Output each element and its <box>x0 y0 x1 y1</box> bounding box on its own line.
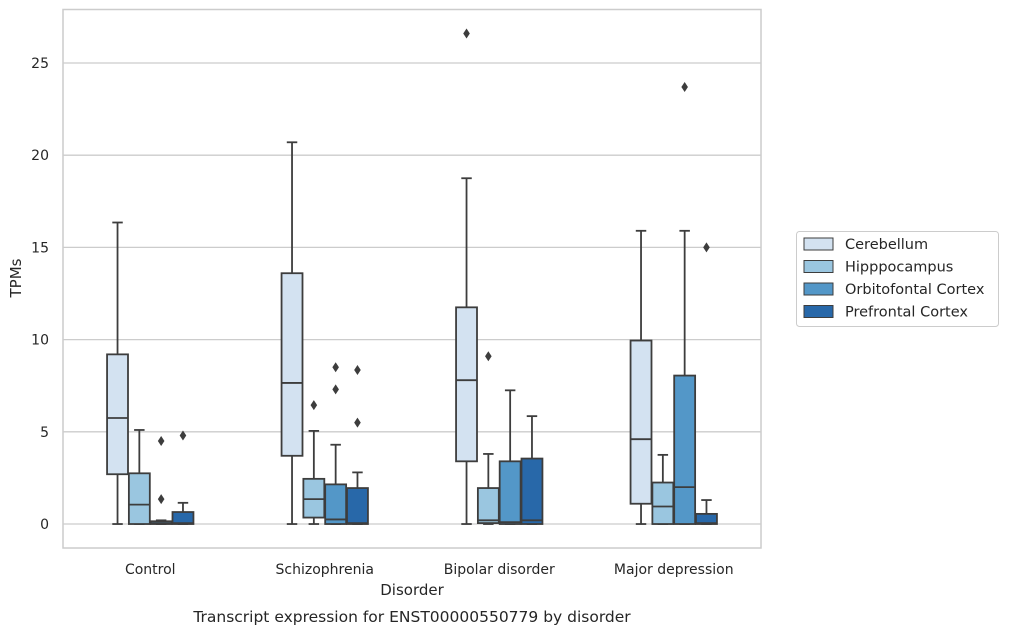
legend-label: Prefrontal Cortex <box>845 305 968 321</box>
outlier-point <box>485 351 492 362</box>
x-axis-label: Disorder <box>380 581 444 599</box>
legend-label: Orbitofontal Cortex <box>845 282 985 298</box>
box <box>324 483 348 525</box>
box <box>280 272 304 457</box>
x-tick-label: Schizophrenia <box>276 562 374 578</box>
y-tick-label: 0 <box>40 517 49 533</box>
outlier-point <box>354 417 361 428</box>
box <box>346 487 369 525</box>
legend-label: Hipppocampus <box>845 260 953 276</box>
legend: Cerebellum Hipppocampus Orbitofontal Corte… <box>796 231 999 327</box>
box <box>106 353 129 476</box>
box-series <box>106 28 718 525</box>
outlier-point <box>354 365 361 376</box>
outlier-point <box>332 384 339 395</box>
box <box>673 374 697 525</box>
y-tick-label: 5 <box>40 425 49 441</box>
outlier-point <box>179 430 187 441</box>
outlier-point <box>463 28 470 39</box>
box <box>651 481 675 525</box>
y-tick-label: 20 <box>31 148 49 164</box>
box <box>498 460 522 525</box>
outlier-point <box>157 494 165 505</box>
outlier-point <box>703 242 710 253</box>
plot-frame <box>62 8 762 549</box>
x-tick-label: Major depression <box>614 562 734 578</box>
y-tick-labels: 0 5 10 15 20 25 <box>31 56 49 533</box>
box <box>695 512 718 525</box>
box <box>629 339 653 505</box>
outlier-point <box>332 362 339 373</box>
box <box>476 487 500 525</box>
box <box>302 477 326 519</box>
legend-swatch <box>803 260 834 273</box>
legend-frame <box>796 231 999 327</box>
x-tick-labels: Control Schizophrenia Bipolar disorder Majo… <box>125 562 734 578</box>
box <box>171 511 195 525</box>
y-tick-label: 15 <box>31 240 49 256</box>
box <box>455 306 478 463</box>
legend-swatch <box>803 305 834 318</box>
y-axis-label: TPMs <box>7 258 25 298</box>
legend-swatch <box>803 237 834 251</box>
outlier-point <box>681 81 688 92</box>
x-tick-label: Bipolar disorder <box>444 562 555 578</box>
outlier-point <box>157 436 165 447</box>
x-tick-label: Control <box>125 562 176 578</box>
outlier-point <box>310 400 318 411</box>
chart-caption: Transcript expression for ENST0000055077… <box>192 608 631 626</box>
box <box>520 457 544 525</box>
y-tick-label: 10 <box>31 333 49 349</box>
legend-label: Cerebellum <box>845 237 928 253</box>
legend-swatch <box>803 282 834 296</box>
y-tick-label: 25 <box>31 56 49 72</box>
box <box>127 472 151 525</box>
